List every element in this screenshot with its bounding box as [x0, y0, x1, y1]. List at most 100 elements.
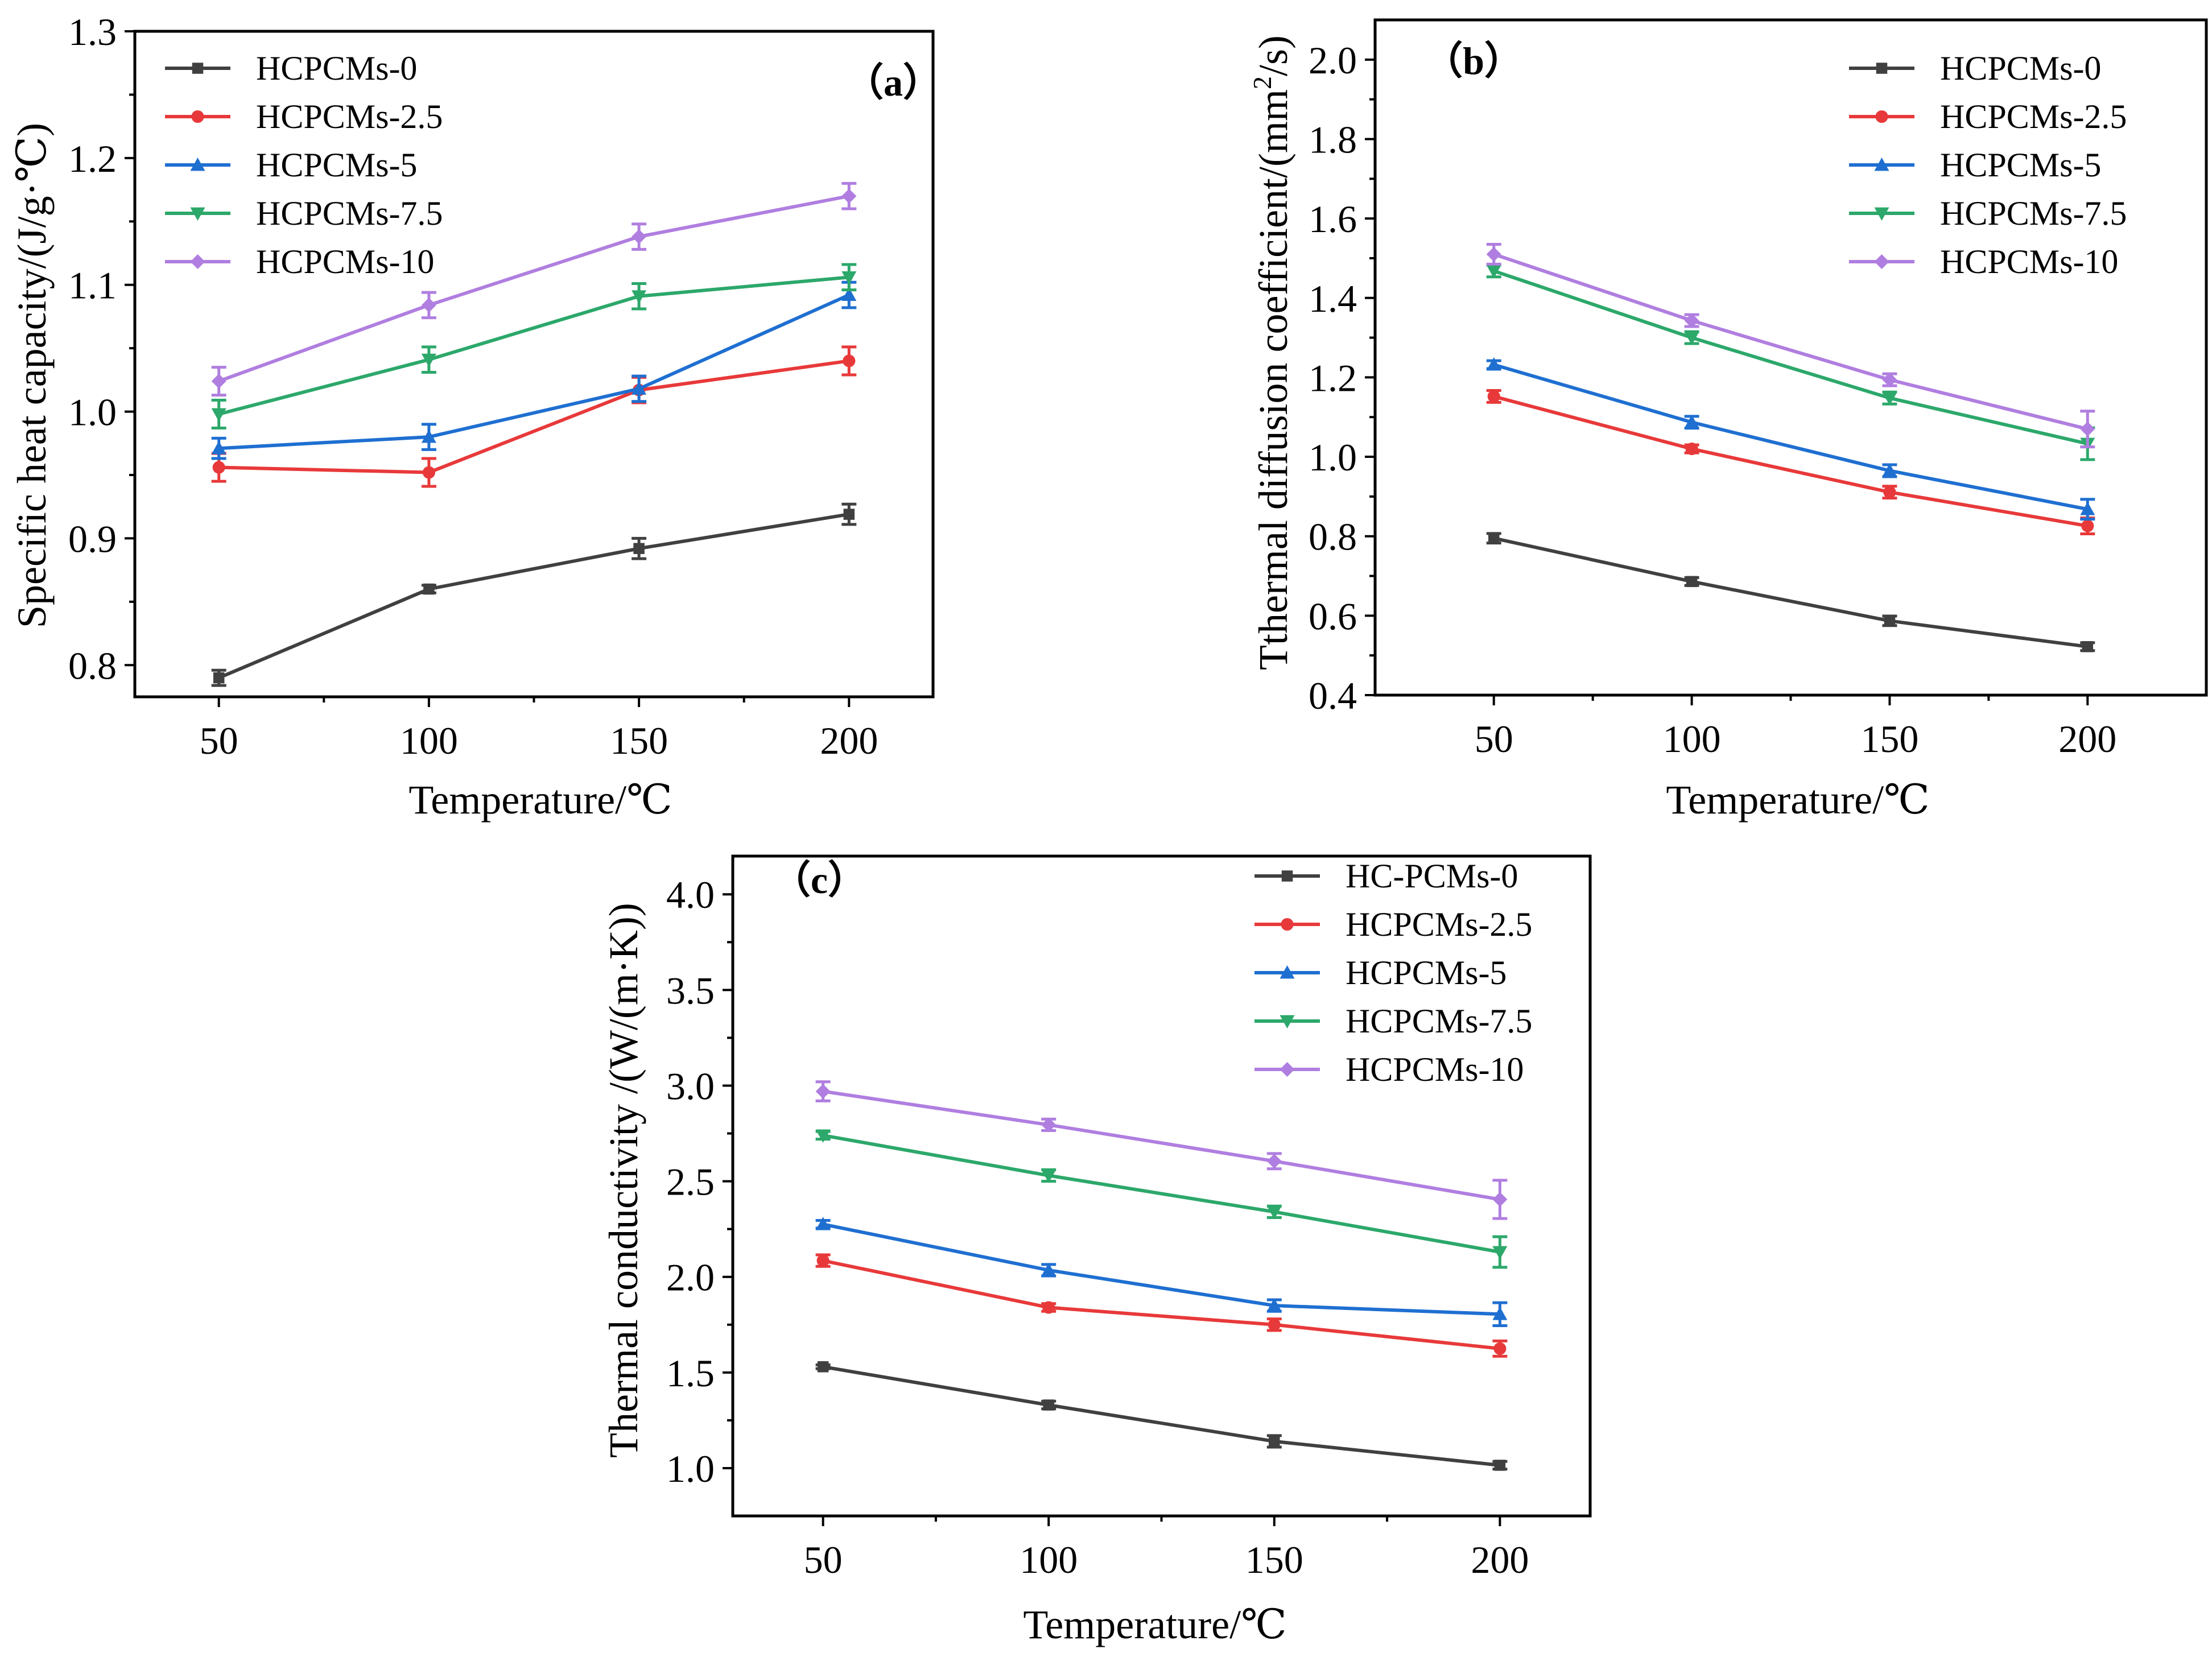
legend-marker-HCPCMs-2.5 [1875, 110, 1888, 123]
data-point-HCPCMs-5 [1041, 1262, 1057, 1276]
legend-label-HCPCMs-7.5: HCPCMs-7.5 [1940, 195, 2127, 232]
y-tick-label-b: 0.6 [1309, 594, 1357, 638]
x-tick-label-c: 50 [804, 1538, 843, 1581]
legend-c: HC-PCMs-0 HCPCMs-2.5 HCPCMs-5 HCPCMs-7.5 HCP… [1254, 857, 1532, 1088]
series-c-4 [815, 1080, 1508, 1220]
data-point-HCPCMs-5 [421, 429, 436, 443]
data-point-HCPCMs-7.5 [211, 408, 226, 422]
legend-marker-HC-PCMs-0 [1281, 870, 1293, 882]
legend-marker-HCPCMs-5 [1874, 158, 1889, 171]
panel-label-c: （c） [772, 858, 866, 902]
data-point-HCPCMs-10 [1266, 1154, 1282, 1169]
data-point-HCPCMs-5 [841, 287, 857, 301]
data-point-HCPCMs-7.5 [815, 1129, 831, 1143]
legend-label-HCPCMs-2.5: HCPCMs-2.5 [256, 98, 443, 135]
data-point-HC-PCMs-0 [1043, 1399, 1054, 1411]
legend-marker-HCPCMs-0 [192, 63, 204, 74]
legend-b: HCPCMs-0 HCPCMs-2.5 HCPCMs-5 HCPCMs-7.5 HCPC… [1849, 49, 2127, 280]
x-tick-label-c: 150 [1245, 1538, 1303, 1581]
data-point-HCPCMs-0 [1488, 532, 1500, 544]
series-b-1 [1486, 389, 2095, 536]
series-line-HCPCMs-2.5 [218, 359, 849, 474]
series-b-0 [1486, 532, 2095, 652]
data-point-HCPCMs-7.5 [1684, 332, 1699, 345]
y-axis-title-b: Tthermal diffusion coefficient/(mm2/s) [1248, 35, 1296, 670]
data-point-HCPCMs-2.5 [1487, 390, 1500, 403]
legend-marker-HCPCMs-7.5 [190, 207, 205, 221]
data-point-HCPCMs-5 [1486, 357, 1501, 371]
y-tick-label-a: 0.9 [68, 517, 117, 560]
data-point-HCPCMs-7.5 [1486, 265, 1501, 279]
data-point-HCPCMs-2.5 [1493, 1342, 1507, 1355]
chart-panel-a: （a） Temperature/℃ Specific heat capacity… [9, 10, 942, 823]
data-point-HCPCMs-0 [1884, 615, 1896, 627]
data-point-HCPCMs-2.5 [1883, 486, 1896, 499]
x-tick-label-b: 50 [1475, 717, 1513, 761]
data-point-HCPCMs-2.5 [212, 461, 225, 474]
x-tick-label-c: 100 [1020, 1538, 1078, 1581]
data-point-HCPCMs-10 [1882, 372, 1897, 387]
data-point-HCPCMs-5 [2080, 502, 2095, 515]
data-point-HCPCMs-2.5 [843, 354, 856, 367]
series-c-3 [815, 1129, 1508, 1269]
x-tick-label-b: 100 [1663, 717, 1721, 761]
y-tick-label-b: 1.0 [1309, 436, 1357, 479]
legend-label-HCPCMs-10: HCPCMs-10 [256, 243, 434, 280]
y-axis-title-a: Specific heat capacity/(J/g·℃) [9, 123, 55, 628]
series-line-HCPCMs-7.5 [1493, 269, 2088, 445]
y-tick-label-b: 1.6 [1309, 197, 1357, 241]
data-point-HCPCMs-2.5 [816, 1254, 830, 1267]
data-point-HCPCMs-5 [632, 381, 647, 395]
data-point-HCPCMs-10 [841, 188, 857, 204]
y-tick-label-b: 1.2 [1309, 356, 1357, 399]
data-point-HCPCMs-7.5 [841, 271, 857, 285]
series-a-3 [211, 263, 857, 430]
legend-marker-HCPCMs-10 [190, 254, 205, 269]
legend-label-HCPCMs-7.5: HCPCMs-7.5 [256, 195, 443, 232]
x-axis-title-b: Temperature/℃ [1666, 777, 1929, 823]
y-tick-label-b: 1.4 [1309, 277, 1357, 320]
legend-label-HCPCMs-5: HCPCMs-5 [256, 146, 417, 184]
series-a-0 [211, 502, 857, 687]
series-line-HCPCMs-10 [823, 1089, 1500, 1201]
data-point-HCPCMs-10 [1041, 1117, 1057, 1133]
x-tick-label-a: 200 [820, 719, 878, 762]
series-b-4 [1486, 243, 2095, 449]
y-tick-label-a: 1.0 [68, 391, 117, 434]
chart-panel-c: （c） Temperature/℃ Thermal conductivity /… [601, 854, 1592, 1647]
legend-label-HCPCMs-10: HCPCMs-10 [1346, 1051, 1524, 1088]
legend-marker-HCPCMs-0 [1876, 63, 1888, 74]
data-point-HCPCMs-7.5 [421, 353, 436, 367]
legend-marker-HCPCMs-5 [1280, 965, 1295, 979]
series-line-HCPCMs-0 [1493, 536, 2088, 648]
data-point-HCPCMs-7.5 [1882, 392, 1897, 406]
series-a-4 [211, 181, 857, 397]
series-line-HCPCMs-7.5 [218, 275, 849, 416]
panel-label-b: （b） [1424, 39, 1523, 82]
data-point-HCPCMs-5 [1266, 1298, 1282, 1312]
x-axis-title-a: Temperature/℃ [408, 777, 672, 823]
panel-label-a: （a） [845, 61, 942, 104]
y-tick-label-b: 0.4 [1309, 674, 1357, 717]
y-tick-label-b: 1.8 [1309, 118, 1357, 161]
data-point-HCPCMs-7.5 [1266, 1205, 1282, 1220]
data-point-HCPCMs-2.5 [1042, 1301, 1055, 1314]
data-point-HCPCMs-2.5 [2081, 519, 2094, 532]
x-tick-label-a: 50 [200, 719, 238, 762]
y-tick-label-c: 1.0 [666, 1447, 715, 1490]
legend-label-HCPCMs-0: HCPCMs-0 [1940, 49, 2101, 87]
series-line-HCPCMs-2.5 [823, 1259, 1500, 1350]
legend-marker-HCPCMs-10 [1874, 254, 1889, 269]
data-point-HC-PCMs-0 [1494, 1460, 1506, 1471]
data-point-HCPCMs-10 [632, 229, 647, 245]
data-point-HCPCMs-10 [2080, 422, 2095, 437]
data-point-HCPCMs-10 [211, 374, 226, 389]
legend-marker-HCPCMs-10 [1280, 1062, 1295, 1077]
series-line-HCPCMs-2.5 [1493, 395, 2088, 528]
data-point-HCPCMs-2.5 [422, 466, 435, 479]
data-point-HCPCMs-10 [421, 298, 436, 313]
data-point-HCPCMs-5 [1882, 463, 1897, 477]
x-tick-label-b: 200 [2058, 717, 2116, 761]
data-point-HCPCMs-0 [843, 509, 855, 520]
